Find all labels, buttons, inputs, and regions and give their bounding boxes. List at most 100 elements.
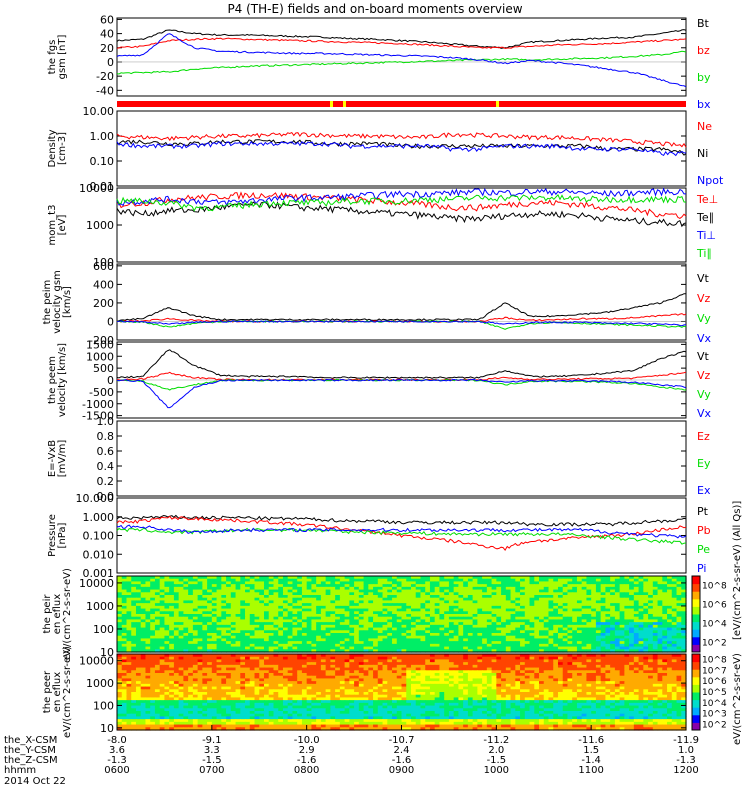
heatmap-cell [591, 586, 597, 591]
heatmap-cell [662, 592, 668, 596]
heatmap-cell [287, 681, 294, 685]
heatmap-cell [131, 664, 137, 669]
heatmap-cell [648, 681, 654, 685]
heatmap-cell [648, 576, 654, 580]
heatmap-cell [392, 656, 398, 661]
heatmap-cell [472, 681, 478, 685]
heatmap-cell [648, 673, 654, 677]
heatmap-cell [382, 589, 388, 593]
heatmap-cell [553, 608, 559, 612]
heatmap-cell [434, 578, 441, 583]
heatmap-cell [534, 673, 540, 677]
heatmap-cell [548, 654, 554, 658]
heatmap-cell [154, 584, 161, 588]
heatmap-cell [605, 584, 611, 588]
heatmap-cell [415, 667, 422, 671]
heatmap-cell [268, 656, 275, 661]
heatmap-cell [249, 627, 256, 631]
heatmap-cell [581, 595, 588, 599]
heatmap-cell [638, 605, 644, 610]
heatmap-cell [410, 589, 417, 593]
heatmap-cell [595, 603, 602, 607]
heatmap-cell [614, 600, 621, 604]
heatmap-cell [387, 643, 393, 648]
heatmap-cell [273, 633, 279, 637]
heatmap-cell [633, 605, 640, 610]
heatmap-cell [591, 600, 597, 604]
heatmap-cell [387, 584, 393, 588]
legend-Te∥: Te∥ [696, 211, 714, 224]
heatmap-cell [126, 670, 132, 674]
heatmap-cell [510, 622, 516, 626]
heatmap-cell [159, 633, 166, 637]
heatmap-cell [169, 597, 175, 602]
heatmap-cell [600, 595, 606, 599]
heatmap-cell [135, 589, 142, 593]
heatmap-cell [652, 678, 659, 682]
heatmap-cell [311, 578, 317, 583]
heatmap-cell [207, 683, 213, 688]
series-line-bx [116, 33, 687, 88]
heatmap-cell [368, 675, 374, 680]
heatmap-cell [240, 641, 246, 645]
heatmap-cell [254, 641, 260, 645]
heatmap-cell [301, 675, 308, 680]
heatmap-cell [320, 592, 327, 596]
heatmap-cell [211, 600, 218, 604]
heatmap-cell [662, 643, 668, 648]
heatmap-cell [605, 681, 611, 685]
heatmap-cell [363, 675, 369, 680]
heatmap-cell [377, 616, 384, 621]
heatmap-cell [662, 622, 668, 626]
heatmap-cell [358, 614, 365, 618]
heatmap-cell [245, 589, 251, 593]
heatmap-cell [420, 622, 426, 626]
heatmap-cell [652, 667, 659, 671]
heatmap-cell [667, 614, 673, 618]
heatmap-cell [278, 659, 284, 663]
heatmap-cell [448, 622, 455, 626]
heatmap-cell [638, 681, 644, 685]
heatmap-cell [562, 635, 569, 640]
heatmap-cell [354, 614, 360, 618]
heatmap-cell [207, 595, 213, 599]
y-tick-label: 0.0 [97, 490, 115, 503]
heatmap-cell [320, 630, 327, 634]
heatmap-cell [676, 616, 682, 621]
heatmap-cell [420, 611, 426, 615]
heatmap-cell [434, 633, 441, 637]
heatmap-cell [439, 595, 445, 599]
heatmap-cell [567, 597, 573, 602]
heatmap-cell [354, 662, 360, 666]
heatmap-cell [453, 624, 459, 629]
heatmap-cell [235, 675, 241, 680]
heatmap-cell [131, 619, 137, 623]
heatmap-cell [226, 649, 232, 653]
heatmap-cell [164, 681, 170, 685]
heatmap-cell [150, 670, 156, 674]
heatmap-cell [576, 675, 583, 680]
heatmap-cell [415, 646, 422, 650]
heatmap-cell [320, 624, 327, 629]
heatmap-cell [339, 664, 346, 669]
heatmap-cell [150, 646, 156, 650]
heatmap-cell [548, 616, 554, 621]
heatmap-cell [211, 656, 218, 661]
heatmap-cell [458, 603, 464, 607]
heatmap-cell [354, 581, 360, 585]
heatmap-cell [197, 608, 203, 612]
heatmap-cell [501, 592, 507, 596]
heatmap-cell [467, 576, 474, 580]
heatmap-cell [434, 595, 441, 599]
heatmap-cell [320, 654, 327, 658]
heatmap-cell [216, 670, 222, 674]
heatmap-cell [273, 641, 279, 645]
heatmap-cell [444, 673, 450, 677]
heatmap-cell [681, 595, 687, 599]
heatmap-cell [410, 643, 417, 648]
heatmap-cell [510, 633, 516, 637]
heatmap-cell [354, 600, 360, 604]
heatmap-cell [145, 603, 151, 607]
heatmap-cell [576, 603, 583, 607]
heatmap-cell [268, 643, 275, 648]
